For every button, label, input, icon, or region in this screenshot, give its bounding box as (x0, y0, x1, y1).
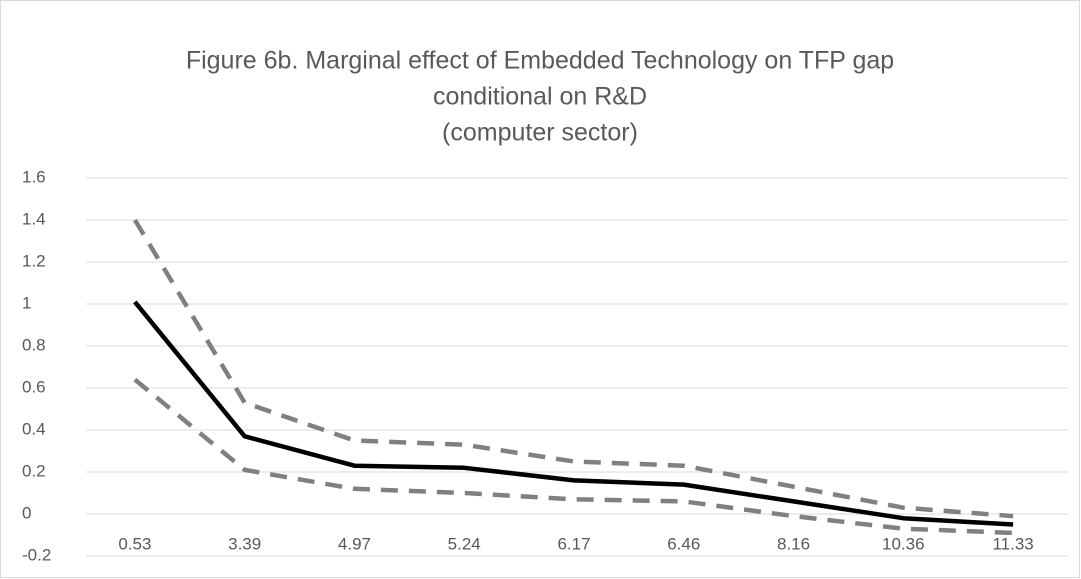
x-tick-label: 5.24 (448, 534, 481, 553)
y-tick-label: -0.2 (22, 545, 51, 564)
y-tick-label: 0 (22, 503, 31, 522)
x-tick-label: 4.97 (338, 534, 371, 553)
y-tick-label: 1 (22, 293, 31, 312)
x-tick-label: 6.17 (557, 534, 590, 553)
y-tick-label: 1.2 (22, 251, 46, 270)
x-tick-label: 6.46 (667, 534, 700, 553)
y-tick-label: 0.8 (22, 335, 46, 354)
x-tick-label: 8.16 (777, 534, 810, 553)
chart-title: (computer sector) (442, 119, 638, 147)
x-tick-label: 11.33 (992, 534, 1033, 553)
x-tick-label: 3.39 (228, 534, 261, 553)
y-tick-label: 1.6 (22, 167, 46, 186)
line (133, 300, 1014, 527)
chart-title: Figure 6b. Marginal effect of Embedded T… (186, 47, 894, 75)
dashed-line (133, 377, 1014, 536)
y-tick-label: 0.2 (22, 461, 46, 480)
dashed-line (132, 218, 1014, 519)
y-tick-label: 0.6 (22, 377, 46, 396)
y-tick-label: 1.4 (22, 209, 46, 228)
y-tick-label: 0.4 (22, 419, 46, 438)
chart-title: conditional on R&D (433, 83, 647, 111)
x-tick-label: 0.53 (118, 534, 151, 553)
x-tick-label: 10.36 (882, 534, 925, 553)
